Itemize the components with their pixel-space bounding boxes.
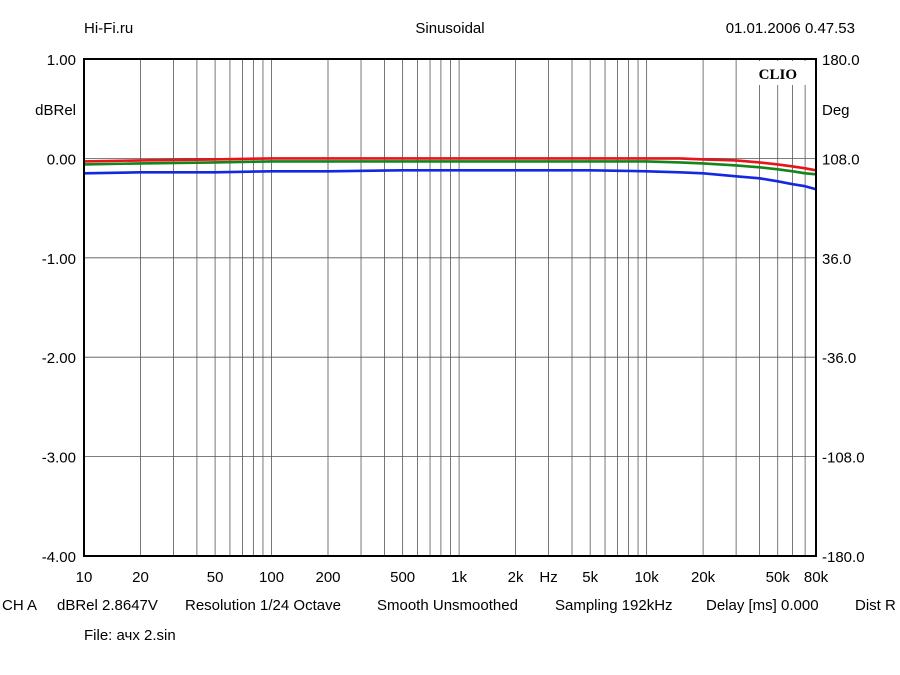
y-axis-right: 180.0 108.0 36.0 -36.0 -108.0 -180.0 Deg (822, 52, 865, 566)
x-axis-unit-label: Hz (539, 569, 557, 586)
file-name: File: ачх 2.sin (84, 627, 176, 644)
site-label: Hi-Fi.ru (84, 20, 134, 37)
x-tick-label: 10 (76, 569, 93, 586)
x-tick-label: 50k (766, 569, 791, 586)
y-tick-label: -4.00 (42, 549, 76, 566)
red-response-line (83, 157, 817, 172)
x-tick-label: 1k (451, 569, 467, 586)
x-tick-label: 2k (508, 569, 524, 586)
x-tick-label: 500 (390, 569, 415, 586)
y2-tick-label: 36.0 (822, 251, 851, 268)
series-lines (83, 157, 817, 191)
channel-label: CH A (2, 597, 38, 614)
x-tick-label: 20k (691, 569, 716, 586)
x-tick-label: 200 (315, 569, 340, 586)
timestamp: 01.01.2006 0.47.53 (725, 20, 855, 37)
y-tick-label: -2.00 (42, 350, 76, 367)
x-tick-label: 80k (804, 569, 829, 586)
y2-tick-label: 108.0 (822, 151, 860, 168)
y-tick-label: -3.00 (42, 450, 76, 467)
x-tick-label: 100 (259, 569, 284, 586)
distortion-label: Dist R (855, 597, 896, 614)
y-tick-label: -1.00 (42, 251, 76, 268)
x-tick-label: 5k (582, 569, 598, 586)
y2-tick-label: 180.0 (822, 52, 860, 69)
y2-tick-label: -108.0 (822, 450, 865, 467)
y2-tick-label: -36.0 (822, 350, 856, 367)
x-tick-label: 10k (635, 569, 660, 586)
green-response-line (83, 160, 817, 176)
smoothing-label: Smooth Unsmoothed (377, 597, 518, 614)
resolution-label: Resolution 1/24 Octave (185, 597, 341, 614)
x-tick-label: 20 (132, 569, 149, 586)
blue-response-line (83, 169, 817, 191)
y-tick-label: 1.00 (47, 52, 76, 69)
x-axis: 10 20 50 100 200 500 1k 2k 5k 10k 20k 50k 80k Hz (76, 569, 829, 586)
y2-tick-label: -180.0 (822, 549, 865, 566)
clio-logo: CLIO (746, 61, 814, 85)
x-tick-label: 50 (207, 569, 224, 586)
sampling-label: Sampling 192kHz (555, 597, 673, 614)
plot-frame (83, 58, 817, 557)
y-tick-label: 0.00 (47, 151, 76, 168)
y2-axis-label: Deg (822, 102, 850, 119)
delay-label: Delay [ms] 0.000 (706, 597, 819, 614)
y-axis-left: 1.00 0.00 -1.00 -2.00 -3.00 -4.00 dBRel (35, 52, 76, 566)
reference-label: dBRel 2.8647V (57, 597, 158, 614)
y-axis-label: dBRel (35, 102, 76, 119)
clio-brand-text: CLIO (759, 67, 797, 83)
grid (84, 59, 816, 556)
chart-title: Sinusoidal (415, 20, 485, 37)
